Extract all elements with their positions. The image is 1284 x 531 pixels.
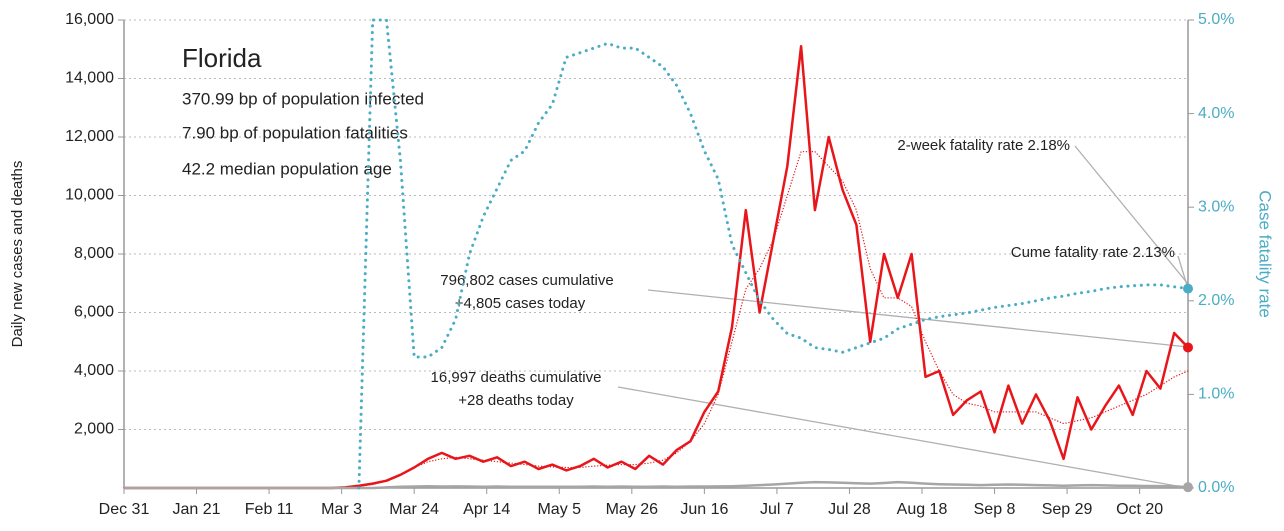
- stat-line: 42.2 median population age: [182, 159, 392, 178]
- x-tick-label: Dec 31: [99, 501, 150, 518]
- x-tick-label: Mar 3: [321, 501, 362, 518]
- x-tick-label: May 5: [537, 501, 581, 518]
- x-tick-label: Aug 18: [897, 501, 948, 518]
- x-tick-label: Sep 8: [974, 501, 1016, 518]
- y2-tick-label: 0.0%: [1198, 479, 1234, 496]
- x-tick-label: Oct 20: [1116, 501, 1163, 518]
- y-tick-label: 8,000: [74, 245, 114, 262]
- background-layer: [124, 19, 1189, 489]
- y-tick-label: 6,000: [74, 304, 114, 321]
- x-tick-label: Jul 7: [760, 501, 794, 518]
- end-marker: [1183, 283, 1193, 294]
- y-tick-label: 4,000: [74, 362, 114, 379]
- y2-tick-label: 3.0%: [1198, 198, 1234, 215]
- annotation: +28 deaths today: [458, 392, 574, 409]
- y2-tick-label: 1.0%: [1198, 386, 1234, 403]
- stat-line: 370.99 bp of population infected: [182, 89, 424, 108]
- chart-title: Florida: [182, 43, 262, 73]
- y2-tick-label: 4.0%: [1198, 105, 1234, 122]
- series-line: [123, 150, 1189, 489]
- y-tick-label: 10,000: [65, 187, 114, 204]
- series-line: [124, 480, 1189, 490]
- leader-line: [617, 386, 1189, 489]
- annotation: 796,802 cases cumulative: [440, 272, 613, 289]
- y2-tick-label: 5.0%: [1198, 11, 1234, 28]
- series-line: [124, 45, 1189, 490]
- series-line: [357, 18, 1190, 490]
- annotation: 16,997 deaths cumulative: [431, 369, 602, 386]
- annotation: +4,805 cases today: [455, 295, 586, 312]
- y-tick-label: 2,000: [74, 421, 114, 438]
- x-tick-label: May 26: [606, 501, 659, 518]
- x-tick-label: Sep 29: [1042, 501, 1093, 518]
- x-tick-label: Jan 21: [173, 501, 221, 518]
- x-tick-label: Jun 16: [680, 501, 728, 518]
- x-tick-label: Feb 11: [245, 501, 294, 518]
- y-tick-label: 14,000: [65, 70, 114, 87]
- x-tick-label: Mar 24: [389, 501, 439, 518]
- end-marker: [1183, 342, 1193, 353]
- annotation: 2-week fatality rate 2.18%: [897, 137, 1070, 154]
- leader-line: [1177, 255, 1189, 289]
- x-tick-label: Jul 28: [828, 501, 871, 518]
- end-marker: [1183, 482, 1193, 493]
- y2-axis-label: Case fatality rate: [1256, 190, 1275, 318]
- x-tick-label: Apr 14: [463, 501, 510, 518]
- leader-line: [1074, 145, 1189, 285]
- y-tick-label: 12,000: [65, 128, 114, 145]
- y-tick-label: 16,000: [65, 11, 114, 28]
- annotation: Cume fatality rate 2.13%: [1011, 244, 1175, 261]
- y-axis-label: Daily new cases and deaths: [9, 161, 26, 348]
- stat-line: 7.90 bp of population fatalities: [182, 123, 408, 142]
- y2-tick-label: 2.0%: [1198, 292, 1234, 309]
